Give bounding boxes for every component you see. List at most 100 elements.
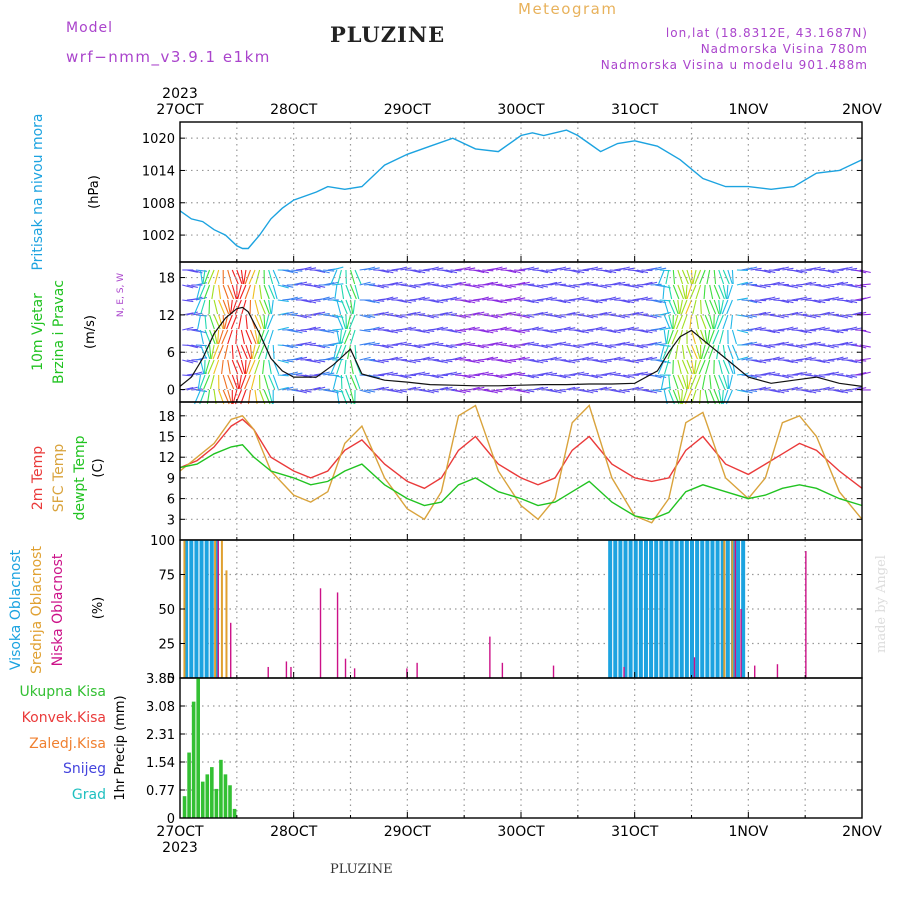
- wind-barb: [268, 299, 272, 315]
- wind-barb: [759, 386, 771, 391]
- wind-barb: [291, 356, 303, 361]
- wind-barb: [681, 359, 689, 375]
- wind-barb: [231, 284, 237, 300]
- wind-barb: [573, 269, 585, 274]
- wind-barb: [759, 269, 771, 274]
- y-tick-label: 100: [150, 534, 175, 549]
- low-cloud-bar: [552, 665, 555, 678]
- wind-barb: [423, 281, 435, 286]
- wind-barb: [409, 344, 421, 349]
- high-cloud-bar: [623, 540, 628, 678]
- y-tick-label: 25: [158, 638, 175, 653]
- wind-barb: [586, 314, 599, 318]
- wind-barb: [495, 374, 508, 379]
- y-tick-label: 15: [158, 431, 175, 446]
- wind-barb: [709, 374, 712, 390]
- wind-barb: [541, 344, 553, 348]
- wind-barb: [768, 297, 780, 301]
- wind-barb: [726, 284, 729, 300]
- wind-barb: [536, 359, 548, 363]
- wind-barb: [244, 359, 247, 375]
- wind-barb: [227, 284, 235, 300]
- wind-barb: [464, 342, 476, 346]
- wind-barb: [477, 344, 489, 349]
- wind-barb: [197, 374, 202, 390]
- wind-barb: [582, 329, 594, 332]
- cloud-label-low: Niska Oblacnost: [50, 553, 66, 666]
- wind-barb: [400, 267, 412, 271]
- wind-barb: [323, 282, 335, 286]
- wind-barb: [568, 269, 580, 274]
- y-tick-label: 9: [167, 472, 175, 487]
- wind-barb: [191, 344, 203, 349]
- wind-barb: [554, 266, 567, 271]
- mid-cloud-bar: [225, 570, 228, 678]
- wind-barb: [722, 314, 729, 330]
- wind-barb: [491, 283, 503, 286]
- wind-barb: [354, 374, 361, 390]
- wind-barb: [300, 283, 312, 286]
- low-cloud-bar: [230, 622, 232, 678]
- x-bottom-label: 31OCT: [611, 824, 659, 840]
- high-cloud-bar: [189, 540, 194, 678]
- wind-barb: [679, 299, 683, 315]
- wind-barb: [477, 296, 489, 301]
- wind-barb: [459, 283, 471, 286]
- wind-barb: [495, 267, 508, 271]
- wind-barb: [650, 374, 662, 379]
- wind-barb: [716, 314, 724, 330]
- wind-barb: [677, 359, 682, 375]
- wind-barb: [686, 374, 689, 390]
- wind-barb: [318, 296, 330, 301]
- wind-barb: [709, 284, 714, 300]
- wind-barb: [204, 359, 211, 375]
- x-top-year: 2023: [162, 86, 198, 102]
- low-cloud-bar: [734, 540, 737, 678]
- wind-barb: [805, 357, 817, 361]
- wind-barb: [555, 389, 567, 393]
- wind-barb: [291, 269, 303, 272]
- wind-barb: [773, 329, 785, 332]
- wind-barb: [313, 311, 326, 316]
- high-cloud-bar: [214, 540, 219, 678]
- wind-barb: [432, 326, 444, 331]
- wind-barb: [504, 284, 517, 288]
- low-cloud-bar: [623, 666, 625, 678]
- wind-barb: [600, 344, 612, 349]
- wind-barb: [244, 284, 251, 300]
- wind-barb: [800, 297, 812, 301]
- x-top-label: 28OCT: [270, 102, 318, 118]
- wind-barb: [764, 329, 776, 334]
- wind-barb: [395, 389, 408, 393]
- y-tick-label: 1008: [142, 197, 175, 212]
- wind-barb: [382, 296, 394, 301]
- wind-barb: [509, 296, 521, 301]
- wind-barb: [350, 329, 356, 345]
- wind-barb: [282, 344, 294, 349]
- wind-barb: [818, 327, 830, 331]
- wind-barb: [414, 296, 426, 301]
- wind-barb: [509, 269, 521, 274]
- wind-barb: [286, 296, 298, 301]
- wind-barb: [332, 358, 344, 361]
- wind-barb: [846, 267, 858, 271]
- wind-barb: [655, 359, 667, 363]
- wind-barb: [818, 284, 830, 289]
- wind-barb: [550, 389, 562, 394]
- wind-barb: [240, 344, 248, 360]
- wind-barb: [736, 329, 749, 334]
- x-bottom-label: 27OCT: [156, 824, 204, 840]
- wind-barb: [805, 341, 817, 346]
- wind-barb: [327, 281, 339, 286]
- wind-barb: [309, 284, 321, 289]
- high-cloud-bar: [628, 540, 633, 678]
- wind-barb: [491, 314, 503, 318]
- wind-barb: [504, 344, 517, 349]
- wind-barb: [577, 329, 589, 334]
- mid-cloud-bar: [214, 540, 217, 678]
- low-cloud-bar: [267, 666, 269, 678]
- wind-barb: [745, 389, 758, 393]
- wind-barb: [658, 269, 665, 285]
- wind-barb: [309, 312, 321, 316]
- pressure-panel-frame: [179, 121, 863, 263]
